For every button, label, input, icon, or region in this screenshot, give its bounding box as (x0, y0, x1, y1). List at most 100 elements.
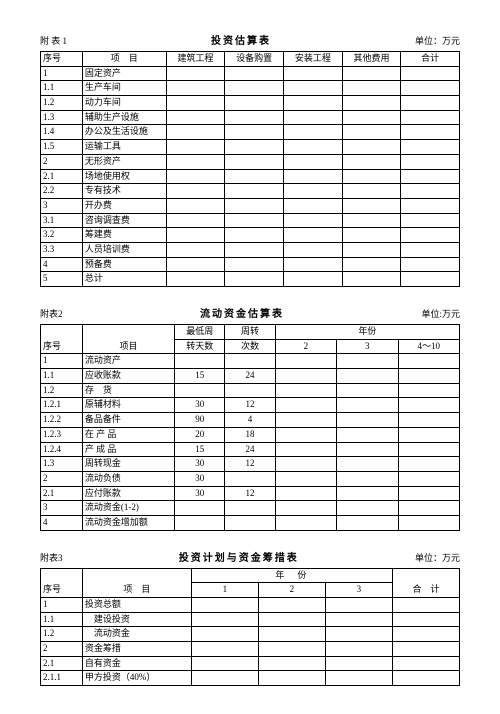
cell: 固定资产 (82, 66, 166, 81)
cell (166, 242, 225, 257)
cell (191, 612, 258, 627)
cell: 1.5 (41, 140, 83, 155)
cell: 周转现金 (82, 457, 174, 472)
cell: 1.1 (41, 81, 83, 96)
cell: 2 (41, 642, 83, 657)
cell (191, 627, 258, 642)
cell (342, 198, 401, 213)
cell (166, 228, 225, 243)
cell: 2 (41, 154, 83, 169)
cell (225, 66, 284, 81)
cell (337, 383, 398, 398)
cell (166, 125, 225, 140)
cell (337, 413, 398, 428)
cell (166, 66, 225, 81)
cell: 2.1.1 (41, 671, 83, 686)
cell: 1.2 (41, 383, 83, 398)
cell (325, 627, 392, 642)
table-row: 1.3辅助生产设施 (41, 110, 460, 125)
cell (284, 198, 343, 213)
cell (398, 413, 459, 428)
cell (337, 471, 398, 486)
cell (342, 96, 401, 111)
cell: 1.1 (41, 369, 83, 384)
cell: 开办费 (82, 198, 166, 213)
cell (275, 383, 336, 398)
cell (225, 213, 284, 228)
table1-title: 投资估算表 (67, 32, 415, 47)
table-row: 3流动资金(1-2) (41, 501, 460, 516)
cell (275, 486, 336, 501)
cell: 投资总额 (82, 598, 191, 613)
col-y3: 3 (325, 583, 392, 598)
cell (284, 96, 343, 111)
cell (401, 213, 460, 228)
cell (275, 457, 336, 472)
cell: 4 (41, 257, 83, 272)
table-row: 2.1自有资金 (41, 656, 460, 671)
table-row: 3.1咨询调查费 (41, 213, 460, 228)
table1-header: 附 表 1 投资估算表 单位：万元 (40, 32, 460, 47)
cell: 20 (175, 427, 225, 442)
col-total: 合计 (401, 52, 460, 67)
cell: 15 (175, 369, 225, 384)
cell (401, 198, 460, 213)
cell (337, 486, 398, 501)
cell (398, 398, 459, 413)
col-item: 项目 (82, 325, 174, 354)
cell (175, 515, 225, 530)
cell (392, 612, 459, 627)
cell (225, 272, 284, 287)
cell: 3 (41, 501, 83, 516)
cell (342, 125, 401, 140)
cell (284, 213, 343, 228)
table-row: 1.2 流动资金 (41, 627, 460, 642)
cell: 辅助生产设施 (82, 110, 166, 125)
cell: 1.3 (41, 110, 83, 125)
cell: 自有资金 (82, 656, 191, 671)
table-row: 1.2.1原辅材料3012 (41, 398, 460, 413)
cell (337, 501, 398, 516)
col-other: 其他费用 (342, 52, 401, 67)
cell (342, 169, 401, 184)
cell (401, 154, 460, 169)
cell (342, 257, 401, 272)
cell: 产 成 品 (82, 442, 174, 457)
cell: 流动资产 (82, 354, 174, 369)
table2-label: 附表2 (40, 307, 63, 320)
cell (337, 427, 398, 442)
cell (342, 66, 401, 81)
table-row: 1.4办公及生活设施 (41, 125, 460, 140)
cell: 1.3 (41, 457, 83, 472)
cell (166, 184, 225, 199)
col-y1: 2 (275, 339, 336, 354)
table-row: 1.2.4产 成 品1524 (41, 442, 460, 457)
cell: 动力车间 (82, 96, 166, 111)
cell: 1 (41, 66, 83, 81)
table-row: 1.2动力车间 (41, 96, 460, 111)
table-row: 1固定资产 (41, 66, 460, 81)
cell (401, 66, 460, 81)
table-row: 4预备费 (41, 257, 460, 272)
cell (401, 140, 460, 155)
cell (398, 486, 459, 501)
section-table3: 附表3 投资计划与资金筹措表 单位：万元 序号 项 目 年 份 合 计 1 2 … (40, 549, 460, 687)
cell (175, 501, 225, 516)
cell: 流动资金(1-2) (82, 501, 174, 516)
cell (166, 140, 225, 155)
cell: 2.1 (41, 486, 83, 501)
col-total: 合 计 (392, 568, 459, 597)
cell: 30 (175, 471, 225, 486)
cell (398, 457, 459, 472)
cell: 应收账款 (82, 369, 174, 384)
cell (398, 471, 459, 486)
cell (275, 398, 336, 413)
cell (401, 96, 460, 111)
cell (401, 228, 460, 243)
cell (342, 154, 401, 169)
cell (275, 442, 336, 457)
cell (342, 81, 401, 96)
cell: 15 (175, 442, 225, 457)
cell: 资金筹措 (82, 642, 191, 657)
cell: 办公及生活设施 (82, 125, 166, 140)
